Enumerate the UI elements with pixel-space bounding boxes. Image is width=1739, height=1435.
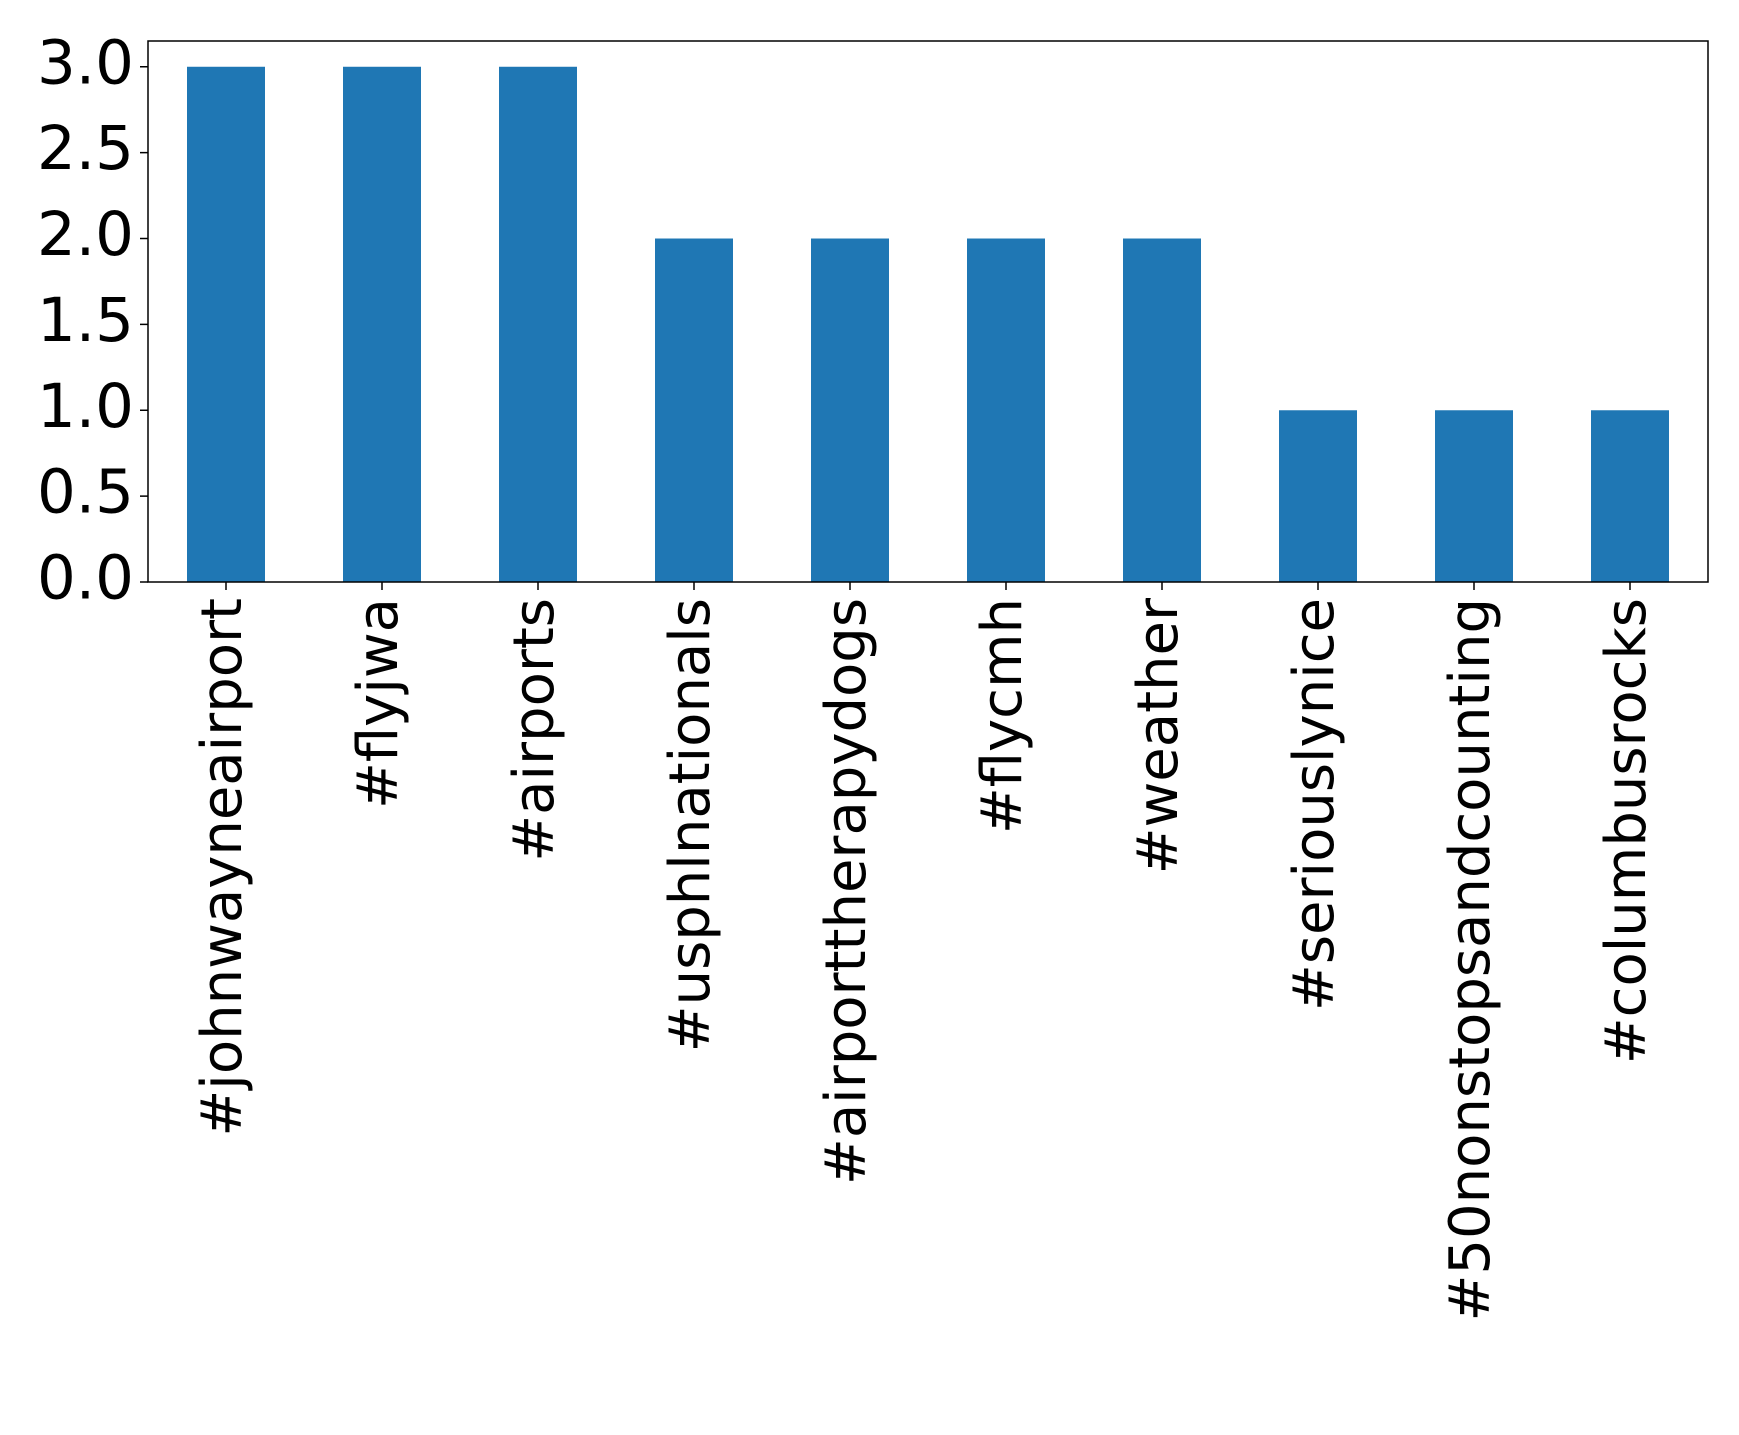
x-tick-label: #airports xyxy=(502,598,567,862)
y-tick-label: 2.0 xyxy=(37,199,134,270)
bar xyxy=(1123,238,1201,582)
x-tick-label: #johnwayneairport xyxy=(190,598,255,1137)
x-tick-label: #seriouslynice xyxy=(1282,598,1347,1011)
x-tick-label: #flyjwa xyxy=(346,598,411,809)
x-tick-label: #columbusrocks xyxy=(1594,598,1659,1064)
x-tick-label: #flycmh xyxy=(970,598,1035,834)
bar xyxy=(811,238,889,582)
x-tick-label: #airporttherapydogs xyxy=(814,598,879,1185)
bar xyxy=(1435,410,1513,582)
y-tick-label: 3.0 xyxy=(37,27,134,98)
x-tick-label: #usphlnationals xyxy=(658,598,723,1052)
x-tick-label: #weather xyxy=(1126,597,1191,874)
y-tick-label: 0.0 xyxy=(37,543,134,614)
bar xyxy=(655,238,733,582)
y-tick-label: 2.5 xyxy=(37,113,134,184)
bar xyxy=(1591,410,1669,582)
bar xyxy=(343,66,421,582)
y-tick-label: 0.5 xyxy=(37,457,134,528)
y-tick-label: 1.0 xyxy=(37,371,134,442)
bar xyxy=(967,238,1045,582)
x-tick-label: #50nonstopsandcounting xyxy=(1438,598,1503,1322)
plot-frame xyxy=(147,40,1709,583)
bar xyxy=(1279,410,1357,582)
bar xyxy=(499,66,577,582)
y-tick-label: 1.5 xyxy=(37,285,134,356)
bar xyxy=(187,66,265,582)
